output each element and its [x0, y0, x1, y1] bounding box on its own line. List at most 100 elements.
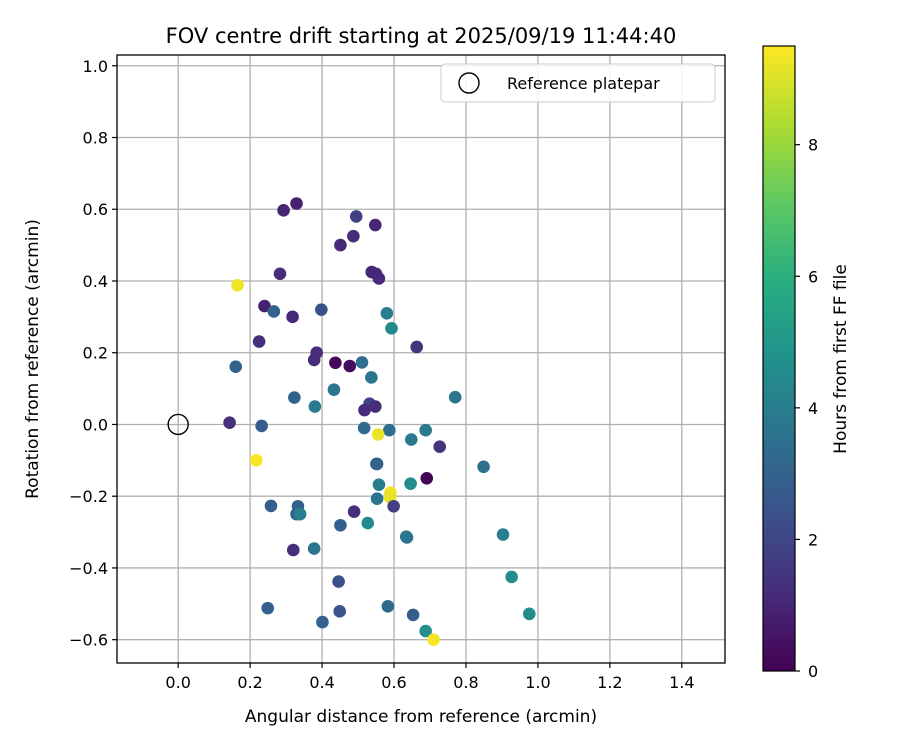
- data-point: [307, 542, 321, 555]
- data-point: [329, 356, 342, 370]
- data-point: [399, 530, 413, 544]
- data-point: [277, 204, 290, 217]
- data-point: [229, 360, 243, 374]
- data-point: [365, 371, 378, 384]
- x-tick-label: 0.0: [165, 673, 190, 692]
- data-point: [404, 477, 417, 490]
- data-point: [477, 460, 490, 474]
- data-point: [433, 440, 447, 454]
- data-point: [385, 322, 398, 335]
- data-point: [261, 601, 275, 615]
- data-point: [347, 229, 360, 243]
- data-point: [249, 454, 263, 467]
- data-point: [371, 428, 385, 441]
- legend-open-circle-marker: [458, 72, 480, 94]
- legend-label: Reference platepar: [507, 74, 660, 93]
- legend: Reference platepar: [440, 63, 716, 103]
- data-point: [293, 507, 307, 521]
- data-point: [316, 615, 329, 629]
- data-point: [255, 419, 268, 433]
- data-point: [372, 478, 386, 492]
- data-point: [308, 400, 322, 413]
- reference-platepar-marker: [167, 413, 189, 436]
- y-tick-label: −0.4: [69, 559, 108, 578]
- data-point: [355, 356, 369, 369]
- data-point: [370, 492, 384, 506]
- data-point: [332, 575, 345, 588]
- data-point: [387, 499, 400, 513]
- y-tick-label: 0.2: [83, 344, 108, 363]
- data-point: [448, 390, 462, 404]
- data-point: [505, 570, 518, 584]
- x-tick-label: 0.6: [381, 673, 406, 692]
- x-tick-label: 0.4: [309, 673, 334, 692]
- data-point: [343, 359, 357, 373]
- colorbar: 0 2 4 6 8 Hours from first FF file: [762, 45, 851, 681]
- grid: [117, 55, 725, 663]
- colorbar-tick-label: 4: [808, 399, 818, 418]
- data-point: [369, 400, 382, 413]
- y-tick-label: −0.2: [69, 487, 108, 506]
- data-point: [522, 607, 536, 621]
- data-point: [334, 238, 347, 252]
- data-point: [267, 305, 281, 318]
- data-point: [496, 528, 510, 541]
- data-point: [252, 335, 266, 348]
- y-tick-label: 0.8: [83, 129, 108, 148]
- data-point: [231, 278, 244, 292]
- data-point: [406, 608, 420, 622]
- x-tick-label: 1.0: [525, 673, 550, 692]
- data-point: [286, 543, 300, 557]
- x-tick-label: 0.2: [237, 673, 262, 692]
- data-point: [315, 303, 328, 316]
- data-point: [333, 605, 346, 618]
- data-point: [264, 499, 278, 513]
- x-axis-label: Angular distance from reference (arcmin): [245, 707, 597, 727]
- data-point: [307, 353, 321, 367]
- data-point: [361, 516, 375, 530]
- colorbar-label: Hours from first FF file: [831, 264, 851, 454]
- data-point: [258, 299, 271, 313]
- x-tick-label: 1.4: [669, 673, 694, 692]
- x-tick-label: 0.8: [453, 673, 478, 692]
- legend-box: [440, 63, 716, 103]
- data-point: [420, 471, 434, 485]
- data-point: [357, 421, 371, 435]
- data-point: [358, 403, 371, 417]
- plot-frame: [116, 54, 726, 664]
- data-point: [383, 423, 396, 437]
- y-tick-label: 0.4: [83, 272, 108, 291]
- data-points: [223, 197, 536, 646]
- y-tick-label: 0.0: [83, 415, 108, 434]
- data-point: [372, 272, 386, 285]
- y-tick-label: −0.6: [69, 631, 108, 650]
- colorbar-tick-label: 0: [808, 662, 818, 681]
- data-point: [410, 340, 423, 354]
- colorbar-tick-label: 6: [808, 267, 818, 286]
- data-point: [334, 518, 347, 532]
- data-point: [347, 505, 361, 518]
- data-point: [349, 210, 363, 223]
- y-tick-label: 1.0: [83, 57, 108, 76]
- y-tick-label: 0.6: [83, 200, 108, 219]
- y-axis-label: Rotation from reference (arcmin): [23, 219, 43, 499]
- data-point: [419, 423, 432, 437]
- x-tick-label: 1.2: [597, 673, 622, 692]
- chart-title: FOV centre drift starting at 2025/09/19 …: [166, 24, 677, 48]
- data-point: [290, 197, 303, 210]
- colorbar-tick-label: 2: [808, 530, 818, 549]
- data-point: [327, 383, 341, 396]
- data-point: [404, 433, 418, 446]
- data-point: [370, 457, 384, 471]
- data-point: [381, 600, 395, 613]
- colorbar-gradient: [762, 45, 796, 672]
- data-point: [427, 633, 440, 646]
- data-point: [273, 267, 287, 281]
- axis-ticks: 0.0 0.2 0.4 0.6 0.8 1.0 1.2 1.4 −0.6 −0.4 −0.2 0.0 0…: [69, 57, 694, 692]
- data-point: [223, 416, 236, 429]
- data-point: [288, 391, 301, 404]
- colorbar-ticks: 0 2 4 6 8: [795, 136, 818, 681]
- data-point: [286, 310, 299, 324]
- data-point: [369, 218, 382, 232]
